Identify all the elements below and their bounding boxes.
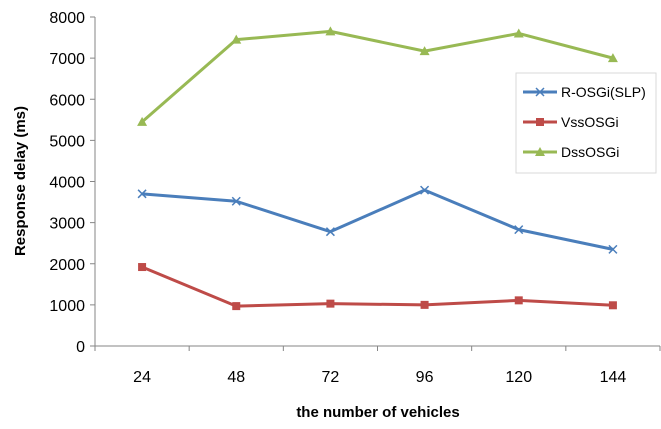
x-tick-label: 120 [505,369,532,386]
data-point-dssosgi [607,53,618,63]
y-tick-label: 7000 [49,51,85,68]
y-tick-label: 4000 [49,175,85,192]
data-point-r-osgi-slp [231,196,241,206]
marker-stroke [608,244,618,254]
series-line-vssosgi [141,265,613,308]
marker-stroke [231,196,241,206]
y-tick-label: 2000 [49,257,85,274]
series-line-r-osgi-slp [141,188,614,251]
data-point-r-osgi-slp [325,227,335,237]
data-point-dssosgi [513,28,524,38]
legend-label: DssOSGi [561,144,619,160]
legend-swatch-marker [535,87,545,97]
marker-stroke [420,185,430,195]
data-point-dssosgi [231,34,242,44]
legend: R-OSGi(SLP) VssOSGi DssOSGi [515,72,657,174]
x-tick-label: 96 [416,369,434,386]
y-tick-label: 1000 [49,298,85,315]
data-point-vssosgi [138,263,147,272]
legend-item-dssosgi: DssOSGi [523,144,619,160]
data-point-r-osgi-slp [420,185,430,195]
legend-box [515,72,657,174]
data-point-vssosgi [420,300,429,309]
marker-stroke [137,189,147,199]
data-point-dssosgi [325,26,336,36]
legend-item-vssosgi: VssOSGi [523,114,619,130]
y-tick-label: 8000 [49,10,85,27]
data-point-vssosgi [232,302,241,311]
series-area [137,26,618,311]
legend-label: R-OSGi(SLP) [561,84,646,100]
series-line-dssosgi [141,29,614,123]
marker-stroke [325,227,335,237]
marker-stroke [535,87,545,97]
x-tick-label: 144 [600,369,627,386]
data-point-r-osgi-slp [514,225,524,235]
data-point-dssosgi [137,116,148,126]
data-point-r-osgi-slp [608,244,618,254]
data-point-vssosgi [326,299,335,308]
legend-swatch-marker [535,147,545,156]
y-tick-label: 6000 [49,92,85,109]
data-point-r-osgi-slp [137,189,147,199]
y-tick-label: 5000 [49,133,85,150]
y-axis-title: Response delay (ms) [12,106,29,256]
legend-swatch-marker [536,118,544,126]
y-tick-label: 3000 [49,216,85,233]
x-tick-label: 72 [322,369,340,386]
data-point-vssosgi [608,301,617,310]
data-point-vssosgi [514,296,523,305]
x-axis-title: the number of vehicles [296,404,459,421]
legend-item-r-osgi-slp: R-OSGi(SLP) [523,84,646,100]
x-axis: 24 48 72 96 120 144 [94,345,661,386]
marker-stroke [514,225,524,235]
y-axis: 0 1000 2000 3000 4000 5000 6000 7000 8000 [49,10,96,356]
x-tick-label: 48 [227,369,245,386]
legend-label: VssOSGi [561,114,619,130]
x-tick-label: 24 [133,369,151,386]
y-tick-label: 0 [76,339,85,356]
data-point-dssosgi [419,46,430,56]
